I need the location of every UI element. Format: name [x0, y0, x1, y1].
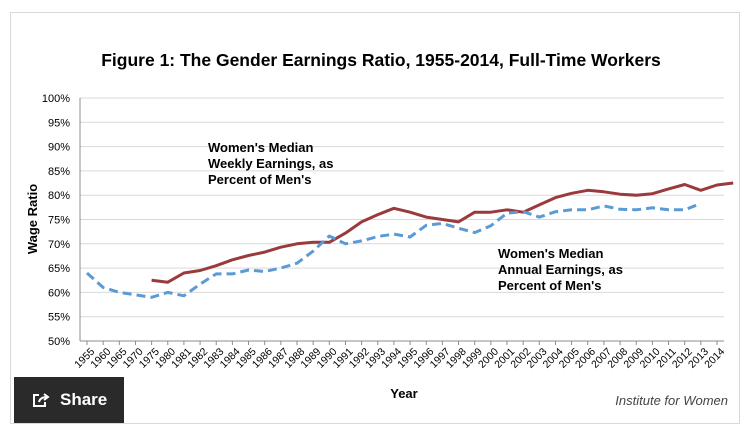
- y-tick-label: 65%: [48, 263, 70, 275]
- series-annual-earnings-line: [85, 202, 702, 299]
- annotation-line: Percent of Men's: [208, 172, 312, 187]
- share-button[interactable]: Share: [14, 377, 124, 423]
- y-tick-label: 60%: [48, 287, 70, 299]
- chart-title: Figure 1: The Gender Earnings Ratio, 195…: [101, 50, 661, 70]
- chart-frame: [10, 12, 740, 424]
- y-tick-label: 75%: [48, 215, 70, 227]
- x-axis-title: Year: [390, 386, 417, 401]
- y-tick-label: 70%: [48, 239, 70, 251]
- annotation-line: Annual Earnings, as: [498, 262, 623, 277]
- y-tick-label: 50%: [48, 336, 70, 348]
- gridlines: [80, 97, 724, 318]
- y-axis-title: Wage Ratio: [25, 184, 40, 254]
- annotation-line: Women's Median: [498, 246, 603, 261]
- series-weekly-earnings-line: [151, 181, 734, 284]
- y-tick-label: 100%: [42, 93, 70, 105]
- y-axis-ticks: 100% 95% 90% 85% 80% 75% 70% 65% 60% 55% 50%: [42, 93, 70, 348]
- y-tick-label: 95%: [48, 117, 70, 129]
- annotation-line: Percent of Men's: [498, 278, 602, 293]
- annotation-line: Women's Median: [208, 140, 313, 155]
- share-icon: [33, 393, 50, 407]
- y-tick-label: 85%: [48, 166, 70, 178]
- x-axis-ticks: 1955196019651970197519801981198219831984…: [72, 341, 727, 371]
- annotation-line: Weekly Earnings, as: [208, 156, 334, 171]
- series-layer: [85, 181, 734, 299]
- source-credit: Institute for Women: [615, 393, 728, 408]
- y-tick-label: 90%: [48, 142, 70, 154]
- share-label: Share: [60, 390, 108, 409]
- y-tick-label: 55%: [48, 312, 70, 324]
- y-tick-label: 80%: [48, 190, 70, 202]
